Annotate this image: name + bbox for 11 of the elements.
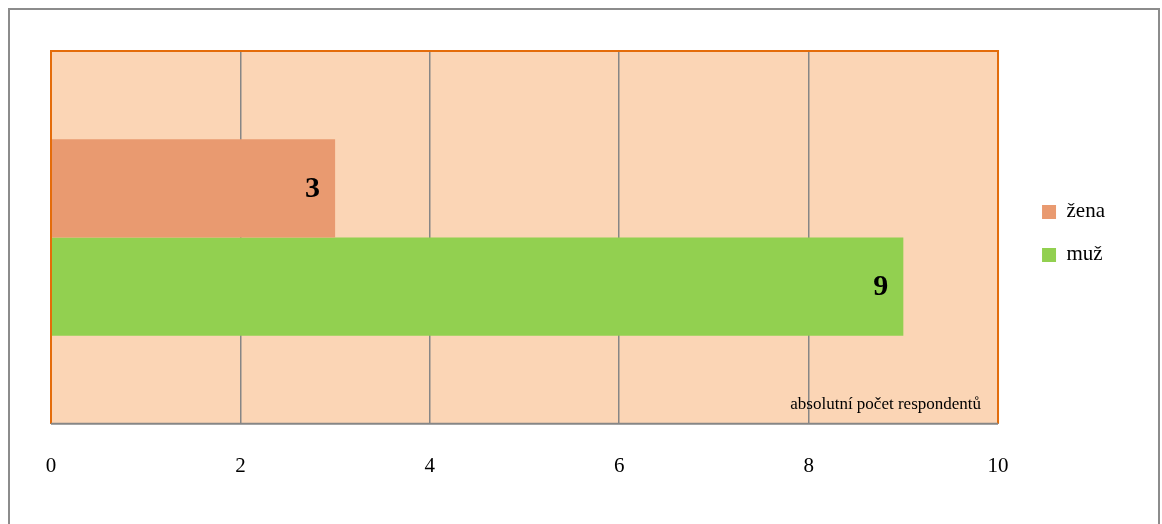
x-axis-title: absolutní počet respondentů	[790, 393, 982, 413]
legend-label: muž	[1066, 241, 1103, 266]
data-label: 9	[873, 268, 889, 302]
x-tick-label: 6	[613, 452, 625, 477]
x-tick-label: 10	[987, 452, 1009, 477]
x-tick-label: 4	[424, 452, 436, 477]
x-tick-label: 0	[45, 452, 57, 477]
x-tick-label: 2	[235, 452, 246, 477]
data-label: 3	[305, 170, 321, 204]
x-tick-label: 8	[803, 452, 814, 477]
legend-label: žena	[1066, 198, 1106, 223]
